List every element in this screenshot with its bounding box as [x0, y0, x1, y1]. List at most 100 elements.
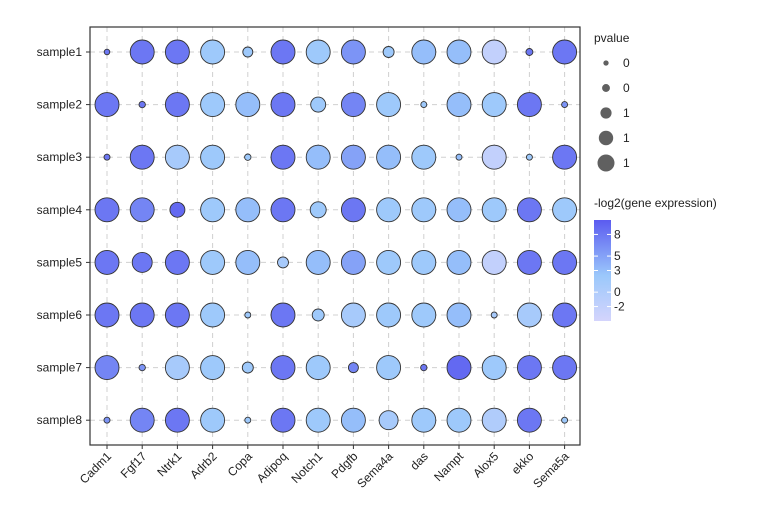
- dot-sample8-adipoq: [270, 407, 296, 433]
- size-legend-label: 1: [623, 106, 630, 120]
- dot-sample6-adipoq: [270, 302, 296, 328]
- dot-sample1-adipoq: [270, 39, 296, 65]
- dot-sample1-sema5a: [552, 39, 578, 65]
- dot-sample1-adrb2: [200, 39, 226, 65]
- dot-sample4-cadm1: [94, 197, 120, 223]
- x-tick-label-pdgfb: Pdgfb: [328, 449, 360, 481]
- y-tick-label-sample5: sample5: [37, 255, 83, 269]
- dot-sample2-nampt: [446, 92, 472, 118]
- dot-sample5-adipoq: [277, 256, 289, 269]
- x-tick-label-fgf17: Fgf17: [118, 449, 150, 481]
- dot-sample4-copa: [235, 197, 261, 223]
- size-legend-label: 1: [623, 131, 630, 145]
- dot-sample6-fgf17: [129, 302, 155, 328]
- dot-sample6-nampt: [446, 302, 472, 328]
- dot-sample3-sema5a: [552, 144, 578, 170]
- y-tick-label-sample6: sample6: [37, 308, 83, 322]
- dot-sample2-pdgfb: [340, 92, 366, 118]
- dot-sample7-das: [420, 363, 428, 372]
- dot-sample5-pdgfb: [340, 249, 366, 275]
- dot-sample1-alox5: [481, 39, 507, 65]
- plot-border: [89, 26, 581, 446]
- x-tick-label-adrb2: Adrb2: [187, 449, 220, 482]
- dot-sample2-cadm1: [94, 92, 120, 118]
- dot-sample1-pdgfb: [340, 39, 366, 65]
- dot-sample3-adipoq: [270, 144, 296, 170]
- dot-sample6-cadm1: [94, 302, 120, 328]
- dot-sample2-ekko: [516, 92, 542, 118]
- size-legend-dot: [598, 130, 614, 146]
- dot-sample7-sema5a: [552, 355, 578, 381]
- dot-sample3-adrb2: [200, 144, 226, 170]
- dot-sample5-sema4a: [376, 249, 402, 275]
- dot-sample3-pdgfb: [340, 144, 366, 170]
- size-legend-dot: [597, 154, 615, 172]
- dot-sample8-ekko: [516, 407, 542, 433]
- dot-sample7-nampt: [446, 355, 472, 381]
- dot-sample1-nampt: [446, 39, 472, 65]
- dot-sample5-copa: [235, 249, 261, 275]
- dot-sample6-sema5a: [552, 302, 578, 328]
- dot-sample7-notch1: [305, 355, 331, 381]
- size-legend-dot: [600, 107, 612, 119]
- dot-sample3-das: [411, 144, 437, 170]
- dot-sample7-sema4a: [376, 355, 402, 381]
- size-legend-label: 1: [623, 156, 630, 170]
- plot-background: [90, 27, 580, 445]
- dot-sample1-fgf17: [129, 39, 155, 65]
- dot-sample2-alox5: [481, 92, 507, 118]
- dot-sample3-fgf17: [129, 144, 155, 170]
- x-tick-label-ekko: ekko: [509, 449, 537, 477]
- dot-sample2-adipoq: [270, 92, 296, 118]
- size-legend: pvalue 0 0 1 1 1: [594, 31, 630, 172]
- dot-sample8-ntrk1: [164, 407, 190, 433]
- dot-sample2-sema5a: [561, 101, 569, 109]
- dot-sample3-alox5: [481, 144, 507, 170]
- dot-sample3-ekko: [525, 153, 533, 161]
- dot-sample5-ekko: [516, 249, 542, 275]
- plot-area: [89, 26, 581, 446]
- dot-sample6-pdgfb: [340, 302, 366, 328]
- size-legend-dot: [603, 60, 609, 66]
- dot-sample5-cadm1: [94, 249, 120, 275]
- colorbar-tick-label: 3: [614, 264, 621, 278]
- dot-sample6-notch1: [311, 308, 325, 322]
- size-legend-label: 0: [623, 56, 630, 70]
- size-legend-dot: [602, 84, 610, 92]
- dot-sample5-nampt: [446, 249, 472, 275]
- dot-sample8-nampt: [446, 407, 472, 433]
- y-tick-label-sample1: sample1: [37, 45, 83, 59]
- dot-sample4-das: [411, 197, 437, 223]
- dot-sample5-sema5a: [552, 249, 578, 275]
- dot-sample3-sema4a: [376, 144, 402, 170]
- dot-sample4-adipoq: [270, 197, 296, 223]
- dot-sample8-das: [411, 407, 437, 433]
- y-tick-label-sample2: sample2: [37, 98, 83, 112]
- dot-sample4-notch1: [309, 201, 327, 219]
- x-tick-label-ntrk1: Ntrk1: [154, 449, 184, 479]
- y-axis: sample1 sample2 sample3 sample4 sample5 sampl…: [37, 45, 90, 427]
- x-tick-label-adipoq: Adipoq: [254, 449, 290, 485]
- dot-sample1-sema4a: [382, 46, 395, 58]
- dot-sample8-adrb2: [200, 407, 226, 433]
- dot-sample3-ntrk1: [164, 144, 190, 170]
- dot-sample7-pdgfb: [347, 362, 359, 374]
- x-tick-label-sema5a: Sema5a: [530, 449, 572, 491]
- dot-sample1-cadm1: [103, 48, 111, 56]
- dot-sample7-adrb2: [200, 355, 226, 381]
- color-legend: -log2(gene expression) 8 53 0-2: [594, 196, 717, 321]
- dot-sample5-fgf17: [131, 251, 153, 273]
- y-tick-label-sample7: sample7: [37, 361, 83, 375]
- dot-sample6-ekko: [516, 302, 542, 328]
- dot-sample8-alox5: [481, 407, 507, 433]
- dot-sample6-alox5: [490, 311, 498, 319]
- dot-sample3-cadm1: [103, 153, 111, 161]
- dot-sample4-adrb2: [200, 197, 226, 223]
- dot-sample3-notch1: [305, 144, 331, 170]
- dot-sample1-copa: [242, 46, 254, 58]
- colorbar-tick-label: 5: [614, 249, 621, 263]
- dot-sample2-ntrk1: [164, 92, 190, 118]
- dot-sample2-fgf17: [138, 100, 146, 109]
